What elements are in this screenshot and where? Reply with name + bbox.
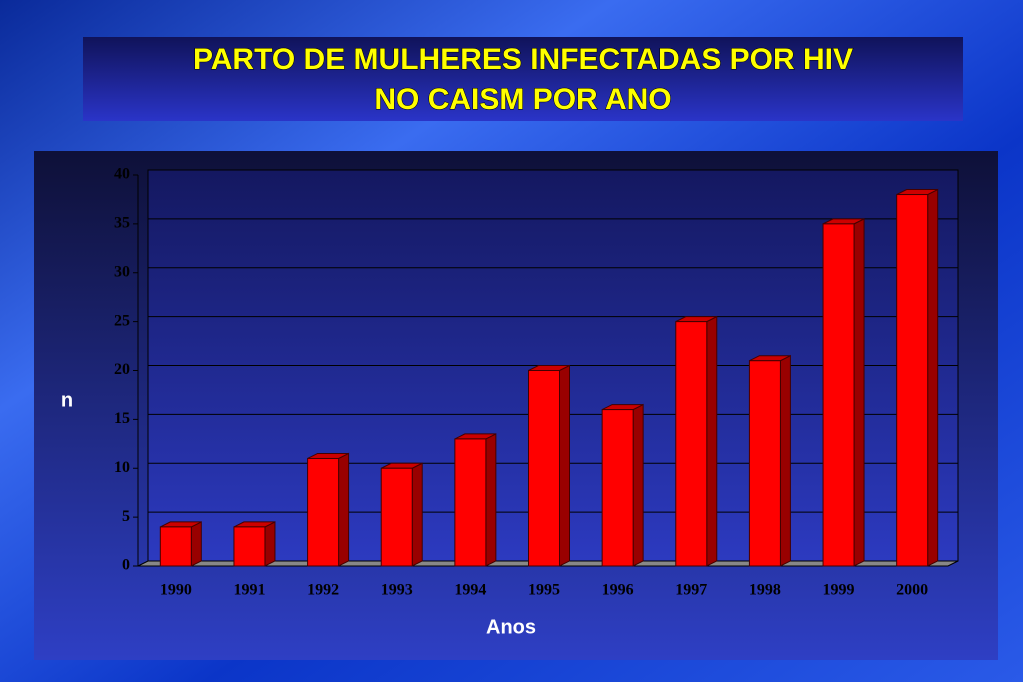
chart-title: NO CAISM POR ANO	[374, 83, 671, 116]
bar-side	[264, 521, 276, 567]
bar	[601, 409, 634, 567]
y-tick-label: 15	[114, 410, 130, 427]
bar	[822, 223, 855, 567]
bar	[528, 370, 560, 567]
chart-title: PARTO DE MULHERES INFECTADAS POR HIV	[193, 43, 853, 76]
x-tick-label: 1991	[233, 582, 265, 599]
bar	[675, 321, 708, 567]
y-tick-label: 0	[122, 557, 130, 574]
bar-side	[706, 315, 718, 567]
x-tick-label: 1996	[602, 582, 634, 599]
bar-side	[411, 462, 423, 567]
bar	[380, 467, 413, 567]
bar	[896, 194, 929, 567]
bar-side	[485, 433, 497, 567]
bar-side	[632, 403, 644, 567]
title-box	[83, 37, 963, 121]
x-tick-label: 1998	[749, 582, 781, 599]
bar-side	[190, 521, 202, 567]
y-axis-label: n	[61, 389, 73, 411]
y-tick-label: 30	[114, 263, 130, 280]
bar-side	[559, 364, 570, 567]
bar	[748, 360, 781, 567]
bar	[233, 526, 266, 567]
bar-side	[853, 218, 865, 567]
y-tick-label: 10	[114, 459, 130, 476]
y-tick-label: 40	[114, 166, 130, 183]
y-tick-label: 5	[122, 508, 130, 525]
x-tick-label: 1993	[381, 582, 413, 599]
x-tick-label: 1992	[307, 582, 339, 599]
bar	[454, 438, 487, 567]
bar-side	[338, 452, 350, 567]
x-tick-label: 2000	[896, 582, 928, 599]
bar-side	[779, 354, 791, 567]
x-tick-label: 1995	[528, 582, 560, 599]
x-tick-label: 1990	[160, 582, 192, 599]
y-tick-label: 35	[114, 215, 130, 232]
bar	[307, 457, 340, 567]
x-axis-label: Anos	[486, 616, 536, 638]
bar-side	[927, 188, 939, 567]
x-tick-label: 1997	[675, 582, 707, 599]
x-tick-label: 1999	[823, 582, 855, 599]
bar	[159, 526, 192, 567]
x-tick-label: 1994	[454, 582, 486, 599]
y-tick-label: 25	[114, 312, 130, 329]
y-tick-label: 20	[114, 361, 130, 378]
